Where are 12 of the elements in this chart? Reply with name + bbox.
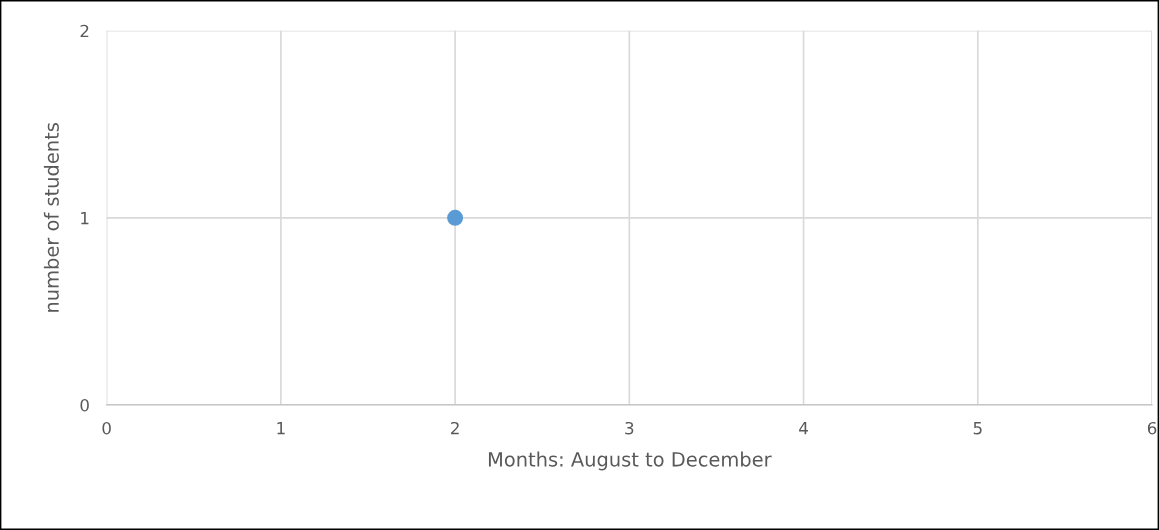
x-tick-label: 6: [1147, 421, 1157, 435]
y-axis-title: number of students: [43, 123, 59, 312]
y-tick-label: 1: [81, 212, 89, 225]
x-tick-label: 1: [277, 422, 285, 435]
x-tick-label: 2: [451, 421, 459, 435]
x-tick-label: 4: [799, 422, 808, 435]
x-axis-title: Months: August to December: [488, 451, 772, 471]
x-tick-label: 0: [102, 421, 111, 435]
x-tick-label: 5: [973, 422, 982, 435]
y-tick-label: 0: [80, 398, 89, 412]
y-tick-label: 2: [80, 24, 89, 38]
x-tick-label: 3: [625, 421, 634, 435]
